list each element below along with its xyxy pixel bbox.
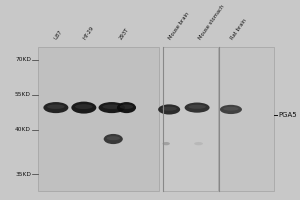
Ellipse shape xyxy=(194,142,203,145)
Ellipse shape xyxy=(75,104,93,109)
Text: 293T: 293T xyxy=(118,27,130,41)
FancyBboxPatch shape xyxy=(163,47,218,191)
Ellipse shape xyxy=(104,134,123,144)
Ellipse shape xyxy=(106,136,120,140)
Ellipse shape xyxy=(163,142,170,145)
FancyBboxPatch shape xyxy=(38,47,159,191)
Ellipse shape xyxy=(188,105,206,109)
Text: Rat brain: Rat brain xyxy=(230,18,248,41)
Text: PGA5: PGA5 xyxy=(278,112,297,118)
Ellipse shape xyxy=(98,102,125,113)
Text: HT-29: HT-29 xyxy=(83,26,95,41)
Ellipse shape xyxy=(158,104,180,115)
Text: 55KD: 55KD xyxy=(15,92,31,97)
Text: Mouse stomach: Mouse stomach xyxy=(197,4,225,41)
FancyBboxPatch shape xyxy=(219,47,274,191)
Ellipse shape xyxy=(220,105,242,114)
Text: 40KD: 40KD xyxy=(15,127,31,132)
Text: U87: U87 xyxy=(53,30,64,41)
Text: Mouse brain: Mouse brain xyxy=(168,12,191,41)
Text: 35KD: 35KD xyxy=(15,172,31,177)
Ellipse shape xyxy=(44,102,68,113)
Ellipse shape xyxy=(103,104,121,109)
Text: 70KD: 70KD xyxy=(15,57,31,62)
Ellipse shape xyxy=(120,104,133,109)
Ellipse shape xyxy=(223,107,238,111)
Ellipse shape xyxy=(71,102,96,114)
Ellipse shape xyxy=(47,104,64,109)
Ellipse shape xyxy=(117,102,136,113)
Ellipse shape xyxy=(161,107,177,111)
Ellipse shape xyxy=(184,103,210,113)
